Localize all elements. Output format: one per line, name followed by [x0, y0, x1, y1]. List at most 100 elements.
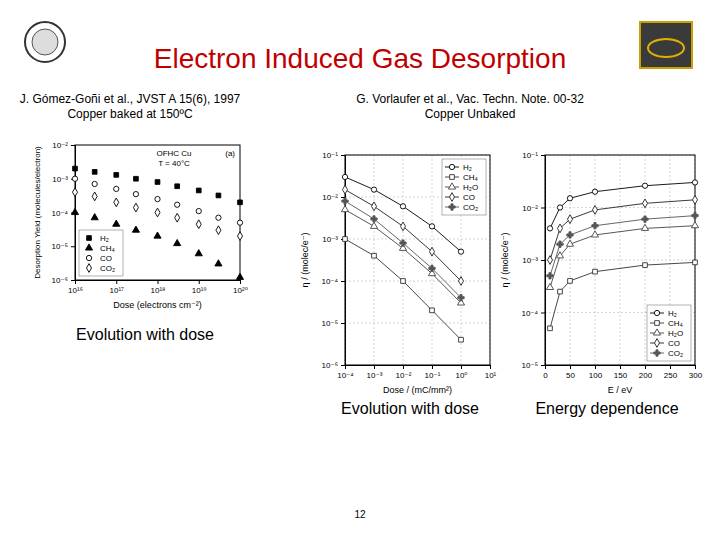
grid-line — [620, 155, 621, 365]
tick-mark — [71, 246, 75, 247]
tick: 10⁻³ — [52, 175, 75, 184]
tick-label: 10¹ — [485, 371, 497, 380]
data-point — [692, 180, 697, 185]
grid — [545, 155, 695, 365]
data-point — [429, 224, 434, 229]
data-point — [175, 184, 180, 189]
tick: 10¹⁸ — [151, 280, 166, 295]
series — [343, 237, 464, 342]
legend-box — [79, 230, 123, 276]
grid-line — [403, 155, 404, 365]
data-point — [341, 206, 348, 212]
tick-label: 10¹⁷ — [110, 286, 125, 295]
plot-clip — [341, 174, 464, 342]
tick: 10⁻¹ — [322, 151, 345, 160]
legend-label: CH₄ — [668, 319, 683, 328]
tick: 10⁰ — [455, 365, 467, 380]
tick-label: 10⁻³ — [367, 371, 383, 380]
x-axis-title: E / eV — [608, 385, 633, 395]
tick: 50 — [566, 365, 575, 380]
x-axis-title: Dose / (mC/mm²) — [383, 385, 452, 395]
data-point — [642, 199, 647, 208]
data-point — [133, 203, 138, 212]
data-point — [592, 189, 597, 194]
legend-label: CH₄ — [463, 173, 478, 182]
data-point — [567, 215, 572, 224]
tick-label: 250 — [664, 371, 678, 380]
tick-mark — [541, 365, 545, 366]
data-point — [132, 226, 139, 232]
series — [547, 195, 697, 264]
tick-mark — [341, 155, 345, 156]
slide-title: Electron Induced Gas Desorption — [154, 43, 566, 74]
grid-line — [345, 281, 490, 282]
legend-label: CO₂ — [100, 264, 115, 273]
grid — [345, 155, 490, 365]
annotation: OFHC Cu — [156, 149, 191, 158]
series — [73, 166, 243, 204]
tick-label: 10¹⁸ — [151, 286, 166, 295]
legend-box — [647, 305, 691, 361]
data-marks — [546, 180, 698, 331]
caption: Evolution with dose — [76, 326, 214, 343]
plot-clip — [71, 166, 243, 279]
data-point — [174, 239, 181, 245]
data-point — [692, 195, 697, 204]
tick: 10⁻⁵ — [322, 319, 345, 328]
data-point — [557, 241, 563, 247]
tick: 150 — [614, 365, 628, 380]
tick-label: 10⁻⁶ — [322, 361, 338, 370]
tick: 10⁻² — [396, 365, 412, 380]
legend-label: H₂ — [463, 163, 472, 172]
tick-mark — [461, 365, 462, 369]
series — [72, 188, 242, 241]
tick-mark — [541, 260, 545, 261]
data-point — [568, 279, 573, 284]
data-point — [154, 232, 161, 238]
legend-marker — [86, 264, 91, 273]
tick-label: 50 — [566, 371, 575, 380]
tick-mark — [374, 365, 375, 369]
tick: 10⁻⁶ — [52, 276, 75, 285]
series — [342, 174, 463, 254]
data-point — [371, 216, 377, 222]
left-logo — [25, 22, 65, 62]
caption: Energy dependence — [535, 400, 678, 417]
axis-line — [76, 281, 241, 285]
tick-mark — [541, 313, 545, 314]
tick-mark — [341, 365, 345, 366]
series — [546, 222, 698, 290]
data-point — [155, 208, 160, 217]
tick: 10⁻³ — [322, 235, 345, 244]
legend-marker — [654, 350, 660, 356]
tick-label: 10¹⁶ — [68, 286, 83, 295]
legend-marker — [654, 339, 659, 348]
data-point — [72, 176, 77, 181]
x-axis: 10⁻⁴10⁻³10⁻²10⁻¹10⁰10¹ — [337, 365, 496, 380]
tick: 10¹⁷ — [110, 280, 125, 295]
tick: 10⁻³ — [367, 365, 383, 380]
tick: 10⁻¹ — [425, 365, 441, 380]
logo-ring — [25, 22, 65, 62]
data-point — [566, 240, 573, 246]
tick-mark — [490, 365, 491, 369]
tick-mark — [645, 365, 646, 369]
data-point — [134, 176, 139, 181]
data-point — [593, 269, 598, 274]
data-point — [92, 170, 97, 175]
legend-label: H₂ — [668, 309, 677, 318]
tick-mark — [620, 365, 621, 369]
tick: 10⁻⁴ — [321, 277, 345, 286]
legend-marker — [87, 236, 92, 241]
x-axis: 10¹⁶10¹⁷10¹⁸10¹⁹10²⁰ — [68, 280, 248, 295]
axis-line — [346, 366, 491, 370]
tick-label: 150 — [614, 371, 628, 380]
data-point — [458, 295, 464, 301]
series-line — [550, 200, 695, 260]
data-point — [91, 214, 98, 220]
tick-label: 10²⁰ — [233, 286, 248, 295]
tick-label: 10⁻² — [522, 204, 538, 213]
data-point — [372, 253, 377, 258]
reference-note: Copper Unbaked — [425, 107, 516, 121]
plot-background — [75, 145, 240, 280]
